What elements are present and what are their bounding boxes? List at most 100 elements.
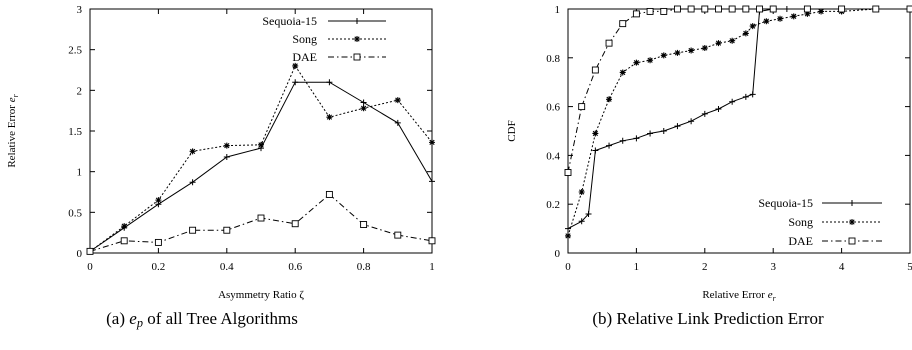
y-tick-label: 1: [555, 4, 561, 16]
data-point: [688, 118, 695, 125]
legend-label: Sequoia-15: [758, 196, 813, 210]
x-tick-label: 2: [702, 261, 708, 273]
data-point: [769, 5, 777, 13]
legend-marker: [354, 18, 360, 24]
data-point: [660, 128, 667, 134]
data-point: [742, 5, 750, 13]
data-point: [756, 5, 763, 13]
data-point: [258, 141, 264, 148]
data-point: [619, 69, 626, 76]
data-point: [674, 49, 681, 56]
data-point: [646, 7, 654, 15]
y-axis-label: Relative Error er: [6, 93, 20, 167]
data-point: [326, 114, 333, 121]
x-axis-label: Relative Error er: [702, 289, 776, 303]
data-point: [360, 221, 368, 228]
data-point: [360, 105, 367, 112]
data-point: [564, 169, 572, 176]
y-axis-label: CDF: [506, 120, 518, 141]
data-point: [701, 5, 709, 13]
data-point: [189, 148, 196, 155]
data-point: [578, 103, 586, 111]
data-point: [838, 5, 846, 13]
legend-marker: [849, 200, 855, 206]
data-point: [154, 238, 162, 246]
data-point: [777, 15, 784, 22]
series-line: [89, 193, 433, 252]
series-song: [87, 62, 435, 255]
y-tick-label: 0: [77, 248, 83, 260]
series-song: [565, 6, 912, 239]
legend-label: Song: [788, 215, 813, 229]
legend-label: Sequoia-15: [262, 14, 317, 28]
data-point: [633, 135, 640, 142]
data-point: [749, 23, 756, 30]
chart-b: 0 0.2 0.4 0.6 0.8 1 0 1 2 3 4 5 Relative Error er CDF…: [506, 4, 912, 328]
y-tick-label: 0.8: [546, 53, 560, 65]
data-point: [429, 178, 435, 185]
data-point: [223, 154, 230, 161]
data-point: [742, 30, 749, 37]
chart-a: 0 0.5 1 1.5 2 2.5 3 0 0.2 0.4 0.6 0.8 1 Asymmetry Rat…: [6, 4, 436, 330]
legend-marker: [848, 237, 856, 245]
data-point: [565, 232, 571, 239]
series-line: [567, 8, 910, 173]
data-point: [223, 142, 230, 149]
data-point: [120, 237, 128, 245]
data-point: [619, 137, 626, 144]
data-point: [578, 218, 585, 225]
data-point: [326, 79, 333, 86]
series-sequoia-15: [565, 6, 912, 232]
data-point: [394, 119, 401, 126]
data-point: [619, 20, 627, 28]
data-point: [592, 147, 599, 154]
series-dae: [564, 5, 912, 176]
data-point: [606, 96, 613, 103]
data-point: [729, 37, 736, 44]
x-tick-label: 0: [87, 261, 93, 273]
data-point: [763, 18, 770, 25]
legend-marker: [353, 53, 361, 61]
data-point: [701, 110, 708, 117]
data-point: [292, 62, 299, 69]
y-tick-label: 0.5: [68, 207, 82, 219]
x-tick-label: 0.4: [220, 261, 234, 273]
series-dae: [86, 190, 436, 255]
x-tick-label: 4: [839, 261, 845, 273]
data-point: [155, 197, 162, 204]
y-tick-label: 0.4: [546, 150, 560, 162]
data-point: [189, 179, 196, 186]
legend-marker: [354, 36, 360, 42]
y-tick-label: 1.5: [68, 126, 82, 138]
data-point: [360, 99, 367, 106]
y-tick-label: 0.6: [546, 102, 560, 114]
data-point: [223, 226, 231, 234]
data-point: [872, 5, 880, 13]
x-tick-label: 1: [634, 261, 640, 273]
legend-label: DAE: [292, 50, 317, 64]
data-point: [428, 237, 436, 245]
x-tick-label: 0.2: [152, 261, 166, 273]
series-line: [567, 8, 910, 230]
data-point: [728, 5, 736, 13]
data-point: [715, 40, 722, 47]
data-point: [291, 220, 299, 228]
x-tick-label: 1: [429, 261, 435, 273]
data-point: [578, 189, 585, 195]
data-point: [660, 52, 667, 59]
series-line: [89, 81, 433, 252]
data-point: [729, 98, 736, 105]
x-tick-label: 3: [770, 261, 776, 273]
legend-label: Song: [292, 32, 317, 46]
legend-label: DAE: [788, 234, 813, 248]
data-point: [292, 79, 299, 86]
data-point: [585, 210, 592, 217]
series-line: [89, 64, 433, 252]
data-point: [632, 10, 640, 18]
data-point: [674, 123, 681, 130]
data-point: [633, 59, 640, 66]
data-point: [803, 5, 811, 13]
data-point: [592, 130, 599, 137]
data-point: [565, 225, 571, 232]
